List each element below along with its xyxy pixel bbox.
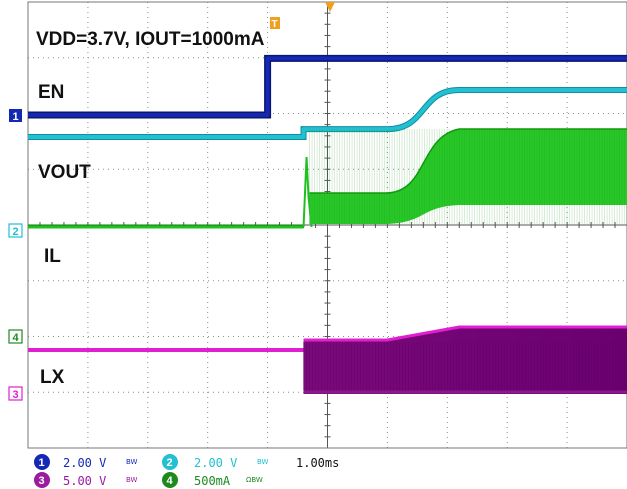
channel-2-readout[interactable]: 2 2.00 V BW: [162, 454, 269, 470]
trace-label-lx: LX: [40, 367, 65, 388]
vout-trace: [28, 88, 627, 139]
trace-label-vout: VOUT: [38, 162, 91, 183]
trace-label-en: EN: [38, 82, 64, 103]
channel-4-readout[interactable]: 4 500mA ΩBW: [162, 472, 263, 488]
il-ripple-envelope: [309, 129, 627, 224]
trace-label-il: IL: [44, 246, 61, 267]
svg-text:4: 4: [13, 332, 20, 344]
channel-readout-bar: 1 2.00 V BW 2 2.00 V BW 1.00ms 3 5.00 V …: [34, 454, 339, 488]
svg-text:3: 3: [13, 389, 19, 401]
lx-trace-high: [303, 325, 627, 342]
svg-text:5.00 V: 5.00 V: [63, 474, 106, 488]
svg-text:BW: BW: [257, 458, 269, 466]
channel-3-ground-marker[interactable]: 3: [8, 386, 23, 401]
waveform-traces: [28, 54, 627, 394]
svg-text:1: 1: [39, 457, 45, 469]
svg-text:2: 2: [13, 226, 19, 238]
channel-4-ground-marker[interactable]: 4: [8, 329, 23, 344]
svg-text:500mA: 500mA: [194, 474, 231, 488]
svg-text:2: 2: [167, 457, 173, 469]
svg-text:ΩBW: ΩBW: [246, 476, 263, 484]
svg-text:2.00 V: 2.00 V: [194, 456, 237, 470]
en-trace: [28, 56, 627, 117]
channel-1-readout[interactable]: 1 2.00 V BW: [34, 454, 138, 470]
trigger-position-marker: [325, 2, 335, 12]
svg-text:BW: BW: [126, 476, 138, 484]
chart-title: VDD=3.7V, IOUT=1000mA: [36, 29, 265, 50]
channel-1-ground-marker[interactable]: 1: [9, 109, 22, 123]
svg-text:3: 3: [39, 475, 45, 487]
svg-text:4: 4: [167, 475, 174, 487]
channel-3-readout[interactable]: 3 5.00 V BW: [34, 472, 138, 488]
svg-text:1: 1: [13, 111, 19, 123]
il-ripple-peak: [309, 128, 627, 194]
svg-text:2.00 V: 2.00 V: [63, 456, 106, 470]
timebase-readout[interactable]: 1.00ms: [296, 456, 339, 470]
channel-2-ground-marker[interactable]: 2: [8, 223, 23, 238]
trigger-level-marker: T: [270, 17, 280, 30]
svg-text:BW: BW: [126, 458, 138, 466]
trigger-marker-text: T: [272, 19, 278, 30]
